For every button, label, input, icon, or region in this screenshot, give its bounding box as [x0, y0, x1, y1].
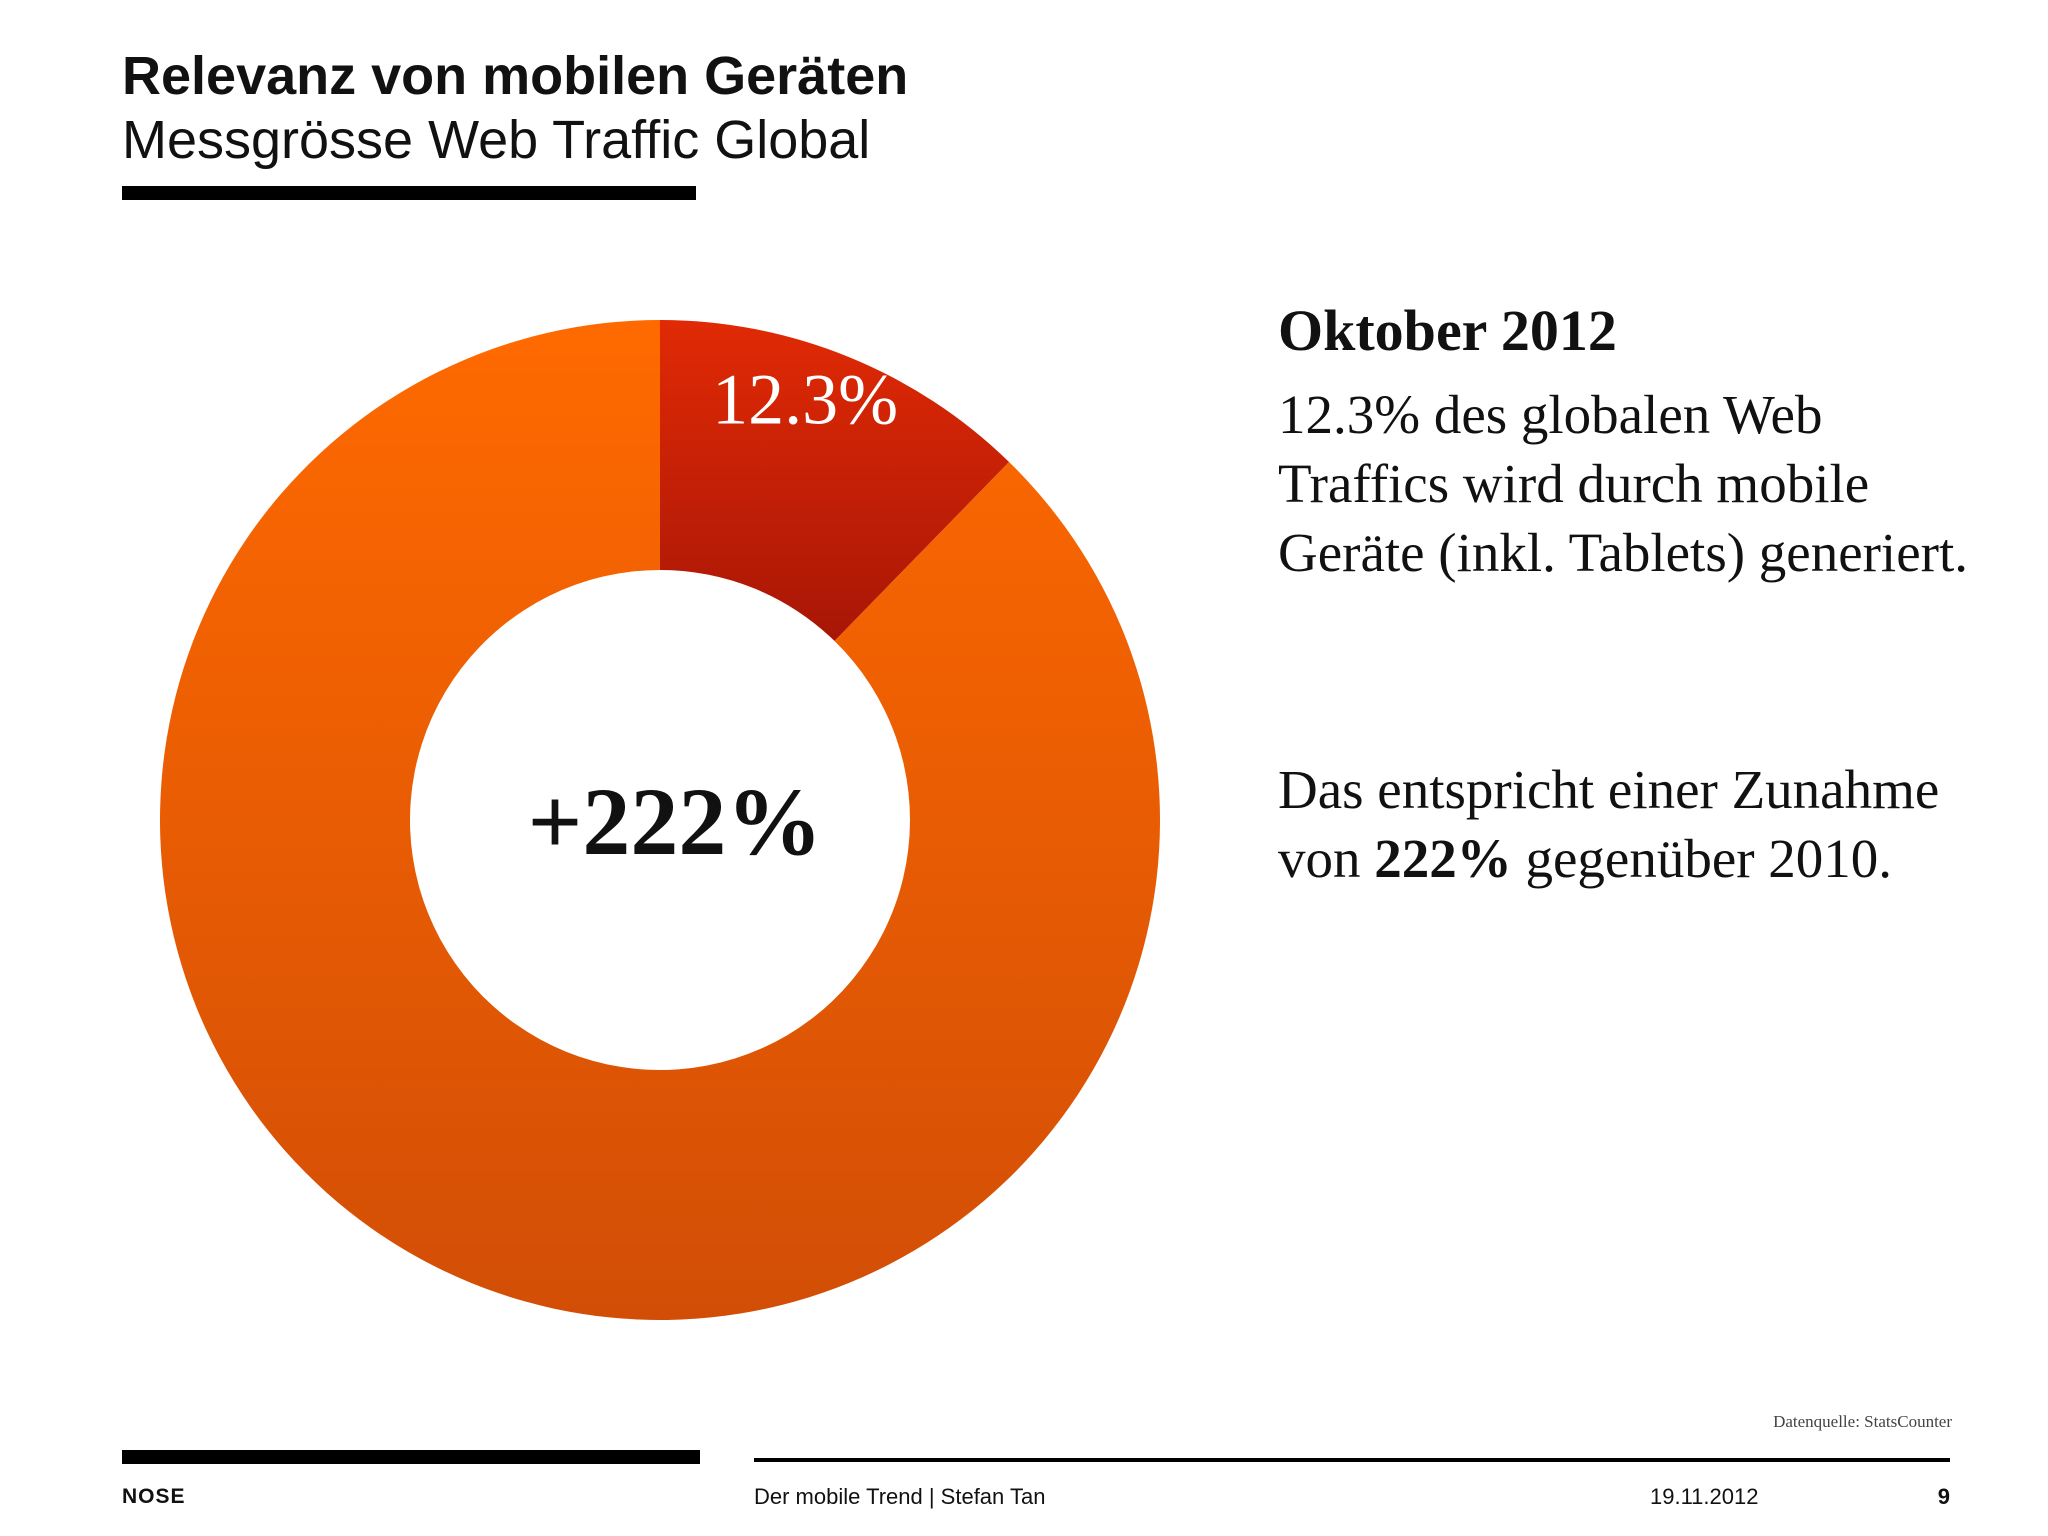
donut-chart: 12.3% +222%: [160, 320, 1161, 1320]
footer-presentation-title: Der mobile Trend | Stefan Tan: [754, 1484, 1046, 1509]
data-source-note: Datenquelle: StatsCounter: [1773, 1412, 1952, 1431]
slide-title: Relevanz von mobilen Geräten: [122, 46, 909, 106]
page-number: 9: [1937, 1484, 1950, 1509]
slice-label-mobile: 12.3%: [712, 359, 898, 439]
side-heading: Oktober 2012: [1278, 298, 1617, 363]
paragraph-2-end: gegenüber 2010.: [1511, 828, 1893, 889]
donut-slice-mobile: [660, 320, 1010, 642]
paragraph-2-start: Das entspricht einer Zunahme von: [1278, 759, 1940, 889]
footer-logo: NOSE: [122, 1485, 186, 1508]
slide-subtitle: Messgrösse Web Traffic Global: [122, 110, 871, 170]
paragraph-2-highlight: 222%: [1374, 828, 1512, 889]
side-paragraph-2: Das entspricht einer Zunahme von 222% ge…: [1278, 755, 1998, 893]
footer-date: 19.11.2012: [1650, 1484, 1759, 1509]
donut-slice-other: [160, 320, 1161, 1320]
footer-rule-left: [122, 1450, 700, 1464]
footer-rule-right: [754, 1458, 1950, 1462]
donut-center-label: +222%: [528, 768, 823, 875]
side-paragraph-1: 12.3% des globalen Web Traffics wird dur…: [1278, 384, 1968, 583]
title-underline: [122, 186, 696, 200]
